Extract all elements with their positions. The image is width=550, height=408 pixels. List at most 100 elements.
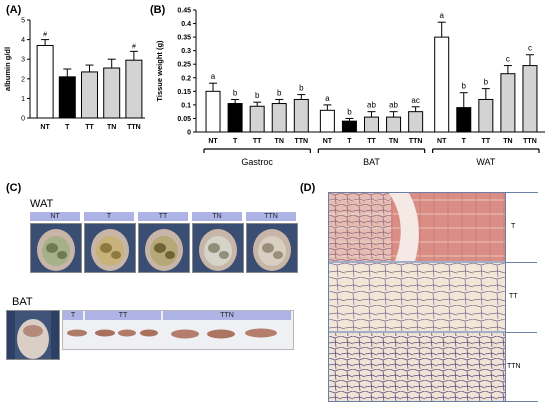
wat-photo — [192, 223, 244, 273]
bar — [522, 65, 538, 133]
histology-tag-ttn: TTN — [507, 363, 521, 370]
significance-letter: a — [439, 11, 444, 20]
bar — [386, 116, 402, 133]
y-tick-label: 1 — [21, 96, 25, 103]
significance-letter: b — [347, 107, 352, 116]
wat-label: TN — [192, 212, 242, 221]
bar — [81, 71, 98, 119]
x-tick-label: T — [462, 138, 467, 145]
bar — [271, 103, 287, 133]
histology-panel: T TT TTN — [328, 192, 538, 402]
x-tick-label: TT — [253, 138, 262, 145]
significance-letter: ab — [389, 101, 398, 110]
panel-a-label: (A) — [6, 4, 22, 16]
y-tick-label: 5 — [21, 18, 25, 25]
significance-letter: ac — [411, 96, 419, 105]
y-tick-label: 0.4 — [181, 21, 191, 28]
bar — [249, 105, 265, 133]
mouse-illustration — [7, 311, 59, 359]
bar — [341, 120, 357, 133]
y-tick-label: 0.3 — [181, 48, 191, 55]
x-tick-label: TTN — [294, 138, 308, 145]
x-tick-label: NT — [437, 138, 447, 145]
wat-label: NT — [30, 212, 80, 221]
bat-label-ttn: TTN — [163, 311, 291, 320]
y-tick-label: 0.25 — [177, 62, 191, 69]
x-tick-label: TT — [85, 124, 94, 131]
bar — [319, 109, 335, 133]
bar — [408, 111, 424, 133]
significance-letter: b — [462, 82, 467, 91]
panel-b-label: (B) — [150, 4, 166, 16]
bar — [500, 73, 516, 133]
bar — [125, 59, 143, 119]
wat-strip: NT T TT TN TTN — [28, 212, 298, 274]
wat-photo-illustration — [247, 224, 297, 272]
group-label: BAT — [363, 157, 380, 167]
bat-title: BAT — [12, 296, 33, 308]
wat-label: TT — [138, 212, 188, 221]
y-tick-label: 0.05 — [177, 116, 191, 123]
histology-tag-tt: TT — [509, 293, 518, 300]
x-tick-label: NT — [323, 138, 333, 145]
wat-photo-illustration — [31, 224, 81, 272]
wat-photo — [138, 223, 190, 273]
wat-label: T — [84, 212, 134, 221]
wat-title: WAT — [30, 198, 54, 210]
y-tick-label: 3 — [21, 57, 25, 64]
y-tick-label: 0.15 — [177, 89, 191, 96]
significance-letter: ab — [367, 101, 376, 110]
significance-letter: b — [255, 91, 260, 100]
bar — [456, 107, 472, 133]
group-label: WAT — [476, 157, 495, 167]
histology-images — [329, 193, 505, 401]
bat-label-t: T — [63, 311, 83, 320]
y-tick-label: 0.45 — [177, 8, 191, 15]
x-tick-label: T — [65, 124, 70, 131]
y-tick-label: 0.35 — [177, 35, 191, 42]
y-tick-label: 0 — [21, 116, 25, 123]
y-axis-label: albumin g/dl — [3, 47, 12, 91]
significance-letter: c — [506, 55, 510, 64]
wat-label: TTN — [246, 212, 296, 221]
x-tick-label: TN — [389, 138, 398, 145]
significance-letter: b — [484, 78, 489, 87]
bat-strip: T TT TTN — [62, 310, 294, 350]
significance-letter: b — [233, 88, 238, 97]
x-tick-label: TTN — [127, 124, 141, 131]
bar — [58, 76, 76, 119]
panel-c-label: (C) — [6, 182, 22, 194]
y-axis-label: Tissue weight (g) — [155, 40, 164, 102]
bar — [36, 44, 54, 119]
histology-tag-t: T — [511, 223, 516, 230]
y-tick-label: 4 — [21, 37, 25, 44]
x-tick-label: TT — [482, 138, 491, 145]
x-tick-label: TN — [275, 138, 284, 145]
group-label: Gastroc — [241, 157, 273, 167]
wat-photo-illustration — [139, 224, 189, 272]
tissue-weight-chart: 0 0.05 0.1 0.15 0.2 0.25 0.3 0.35 0.4 0.45 Tissue … — [155, 8, 545, 167]
wat-photo-illustration — [193, 224, 243, 272]
wat-photo — [84, 223, 136, 273]
y-tick-label: 0.1 — [181, 102, 191, 109]
y-tick-label: 0 — [187, 130, 191, 137]
bar — [478, 98, 494, 133]
x-tick-label: T — [347, 138, 352, 145]
x-tick-label: T — [233, 138, 238, 145]
wat-photo — [30, 223, 82, 273]
x-tick-label: TN — [107, 124, 116, 131]
x-tick-label: TTN — [409, 138, 423, 145]
annotation-label: # — [132, 43, 136, 50]
bat-tissue-samples — [67, 328, 277, 339]
bar — [434, 36, 450, 133]
significance-letter: a — [325, 94, 330, 103]
significance-letter: a — [211, 72, 216, 81]
bar — [364, 116, 379, 133]
annotation-label: # — [43, 32, 47, 39]
wat-photo-illustration — [85, 224, 135, 272]
bar — [103, 67, 121, 119]
y-tick-label: 0.2 — [181, 75, 191, 82]
wat-photo — [246, 223, 298, 273]
bar — [227, 103, 243, 133]
